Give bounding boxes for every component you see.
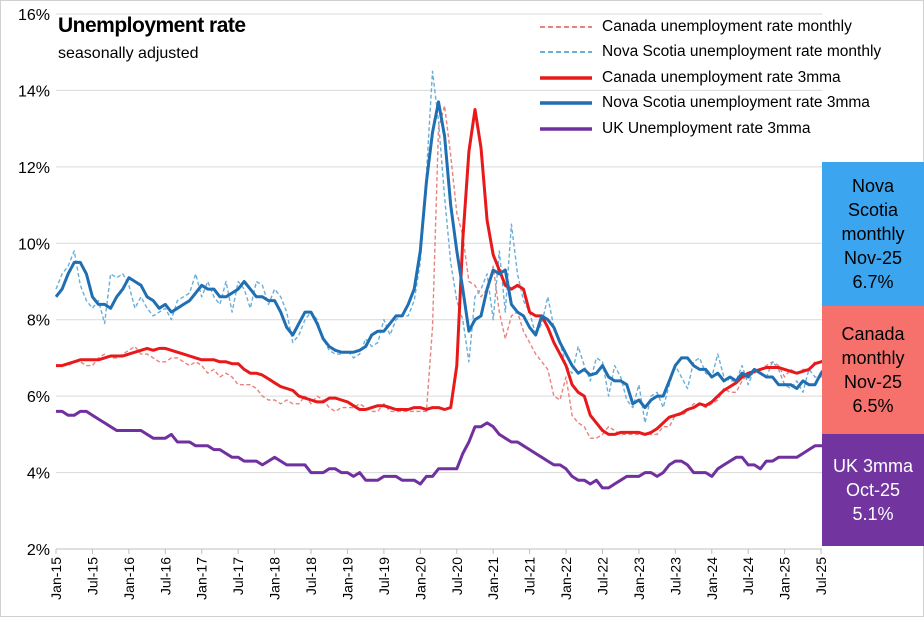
x-tick-label: Jul-24 bbox=[740, 557, 756, 595]
y-tick-label: 4% bbox=[27, 466, 50, 483]
legend-swatch-canada-monthly bbox=[540, 25, 592, 28]
y-tick-label: 14% bbox=[18, 83, 50, 100]
legend-label-nova-scotia-3mma: Nova Scotia unemployment rate 3mma bbox=[602, 94, 870, 112]
legend-item-nova-scotia-3mma: Nova Scotia unemployment rate 3mma bbox=[540, 91, 881, 117]
uk-callout-line-1: UK 3mma bbox=[832, 456, 913, 476]
x-tick-label: Jan-20 bbox=[412, 557, 428, 600]
series-canada-3mma bbox=[56, 108, 853, 436]
legend: Canada unemployment rate monthly Nova Sc… bbox=[540, 14, 881, 142]
legend-swatch-canada-3mma bbox=[540, 76, 592, 80]
y-tick-label: 16% bbox=[18, 7, 50, 24]
legend-label-canada-monthly: Canada unemployment rate monthly bbox=[602, 17, 852, 35]
x-tick-label: Jan-24 bbox=[704, 557, 720, 600]
x-tick-label: Jan-16 bbox=[121, 557, 137, 600]
x-tick-label: Jan-21 bbox=[485, 557, 501, 600]
x-tick-label: Jan-25 bbox=[777, 557, 793, 600]
x-tick-label: Jul-23 bbox=[667, 557, 683, 595]
x-tick-label: Jan-23 bbox=[631, 557, 647, 600]
series-canada-monthly bbox=[56, 104, 853, 439]
ns-callout-line-2: Scotia bbox=[847, 200, 899, 220]
legend-swatch-nova-scotia-monthly bbox=[540, 51, 592, 54]
x-tick-label: Jul-25 bbox=[813, 557, 829, 595]
ca-callout-line-4: 6.5% bbox=[852, 396, 894, 416]
x-tick-label: Jul-18 bbox=[303, 557, 319, 595]
x-tick-label: Jan-18 bbox=[267, 557, 283, 600]
x-tick-label: Jul-17 bbox=[230, 557, 246, 595]
legend-label-nova-scotia-monthly: Nova Scotia unemployment rate monthly bbox=[602, 43, 882, 61]
legend-swatch-uk-3mma bbox=[540, 127, 592, 131]
series-nova-scotia-3mma bbox=[54, 100, 858, 410]
legend-label-uk-3mma: UK Unemployment rate 3mma bbox=[602, 119, 811, 137]
legend-item-uk-3mma: UK Unemployment rate 3mma bbox=[540, 116, 881, 142]
legend-item-canada-monthly: Canada unemployment rate monthly bbox=[540, 14, 881, 40]
ca-callout-line-1: Canada bbox=[841, 324, 905, 344]
x-tick-label: Jan-17 bbox=[194, 557, 210, 600]
x-tick-label: Jul-21 bbox=[522, 557, 538, 595]
x-tick-label: Jul-19 bbox=[376, 557, 392, 595]
legend-item-nova-scotia-monthly: Nova Scotia unemployment rate monthly bbox=[540, 40, 881, 66]
x-tick-label: Jul-20 bbox=[449, 557, 465, 595]
series-uk-3mma bbox=[56, 409, 847, 490]
y-tick-label: 2% bbox=[27, 542, 50, 559]
chart-subtitle: seasonally adjusted bbox=[58, 45, 199, 62]
y-tick-label: 12% bbox=[18, 160, 50, 177]
y-tick-label: 6% bbox=[27, 389, 50, 406]
ns-callout-line-5: 6.7% bbox=[852, 272, 894, 292]
canada-callout: Canada monthly Nov-25 6.5% bbox=[822, 306, 924, 434]
x-tick-label: Jan-19 bbox=[339, 557, 355, 600]
chart-title: Unemployment rate bbox=[58, 14, 246, 37]
uk-callout: UK 3mma Oct-25 5.1% bbox=[822, 434, 924, 546]
ns-callout-line-3: monthly bbox=[841, 224, 905, 244]
ca-callout-line-3: Nov-25 bbox=[843, 372, 903, 392]
legend-swatch-nova-scotia-3mma bbox=[540, 101, 592, 105]
legend-label-canada-3mma: Canada unemployment rate 3mma bbox=[602, 68, 841, 86]
x-tick-label: Jan-22 bbox=[558, 557, 574, 600]
uk-callout-line-2: Oct-25 bbox=[845, 480, 901, 500]
x-tick-label: Jan-15 bbox=[48, 557, 64, 600]
nova-scotia-callout: Nova Scotia monthly Nov-25 6.7% bbox=[822, 162, 924, 306]
legend-item-canada-3mma: Canada unemployment rate 3mma bbox=[540, 65, 881, 91]
x-tick-label: Jul-22 bbox=[594, 557, 610, 595]
ns-callout-line-1: Nova bbox=[851, 176, 895, 196]
y-tick-label: 10% bbox=[18, 236, 50, 253]
ca-callout-line-2: monthly bbox=[841, 348, 905, 368]
x-tick-label: Jul-16 bbox=[157, 557, 173, 595]
y-tick-label: 8% bbox=[27, 313, 50, 330]
x-tick-label: Jul-15 bbox=[84, 557, 100, 595]
uk-callout-line-3: 5.1% bbox=[852, 504, 894, 524]
ns-callout-line-4: Nov-25 bbox=[843, 248, 903, 268]
